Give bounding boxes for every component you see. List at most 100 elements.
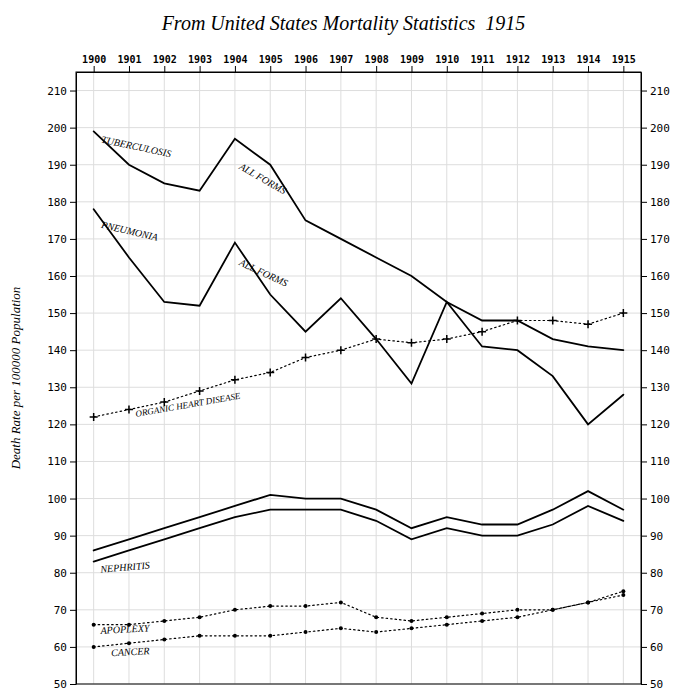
tick-label: 1911: [471, 54, 495, 65]
tick: 50: [54, 678, 76, 691]
series-marker: [480, 619, 484, 623]
series-line: [94, 209, 624, 424]
annotation: TUBERCULOSIS: [100, 134, 172, 160]
tick: 1915: [612, 54, 636, 72]
tick-label: 1906: [294, 54, 318, 65]
tick: 210: [47, 85, 76, 98]
tick: 110: [47, 455, 76, 468]
series-marker: [445, 615, 449, 619]
grid-line-x: [517, 72, 518, 684]
series-marker: [304, 604, 308, 608]
series-marker: [233, 634, 237, 638]
tick-label: 100: [47, 493, 67, 506]
axis-y: 5060708090100110120130140150160170180190…: [47, 73, 76, 692]
series-marker: [374, 630, 378, 634]
series-marker: [198, 634, 202, 638]
series-marker: [478, 328, 486, 336]
series-marker: [407, 339, 415, 347]
tick: 100: [47, 493, 76, 506]
tick-label: 90: [54, 530, 67, 543]
tick-label: 160: [47, 270, 67, 283]
tick-label: 210: [650, 85, 670, 98]
tick-label: 1910: [435, 54, 459, 65]
series-marker: [337, 346, 345, 354]
tick-mark: [129, 66, 130, 72]
tick: 1902: [153, 54, 177, 72]
tick-label: 130: [47, 381, 67, 394]
tick-mark: [641, 91, 647, 92]
tick: 190: [47, 159, 76, 172]
tick-mark: [70, 647, 76, 648]
tick-mark: [482, 66, 483, 72]
tick-mark: [70, 387, 76, 388]
tick: 1901: [117, 54, 141, 72]
tick-label: 110: [47, 455, 67, 468]
tick-label: 120: [47, 418, 67, 431]
grid-line-y: [76, 164, 641, 165]
series-marker: [586, 600, 590, 604]
series-marker: [125, 406, 133, 414]
grid-line-y: [76, 238, 641, 239]
tick: 1909: [400, 54, 424, 72]
tick-mark: [641, 684, 647, 685]
grid-line-y: [76, 387, 641, 388]
series-marker: [551, 608, 555, 612]
tick: 80: [641, 567, 663, 580]
series-marker: [584, 320, 592, 328]
tick: 1911: [471, 54, 495, 72]
tick-mark: [641, 350, 647, 351]
tick-label: 60: [54, 641, 67, 654]
series-marker: [480, 612, 484, 616]
tick-label: 1909: [400, 54, 424, 65]
tick: 90: [641, 530, 663, 543]
plot-area: [90, 131, 628, 649]
tick-label: 1908: [365, 54, 389, 65]
tick-label: 100: [650, 493, 670, 506]
series-marker: [551, 608, 555, 612]
tick-mark: [641, 202, 647, 203]
tick-label: 150: [47, 307, 67, 320]
series-marker: [513, 317, 521, 325]
series-line: [94, 591, 624, 647]
series-line: [94, 506, 624, 562]
series-line: [94, 491, 624, 550]
series-marker: [304, 630, 308, 634]
tick-mark: [70, 499, 76, 500]
tick-label: 1912: [506, 54, 530, 65]
tick-mark: [70, 165, 76, 166]
tick-label: 1900: [82, 54, 106, 65]
tick: 1905: [259, 54, 283, 72]
tick-label: 50: [650, 678, 663, 691]
tick: 1903: [188, 54, 212, 72]
grid-line-y: [76, 535, 641, 536]
series-marker: [409, 619, 413, 623]
tick: 1912: [506, 54, 530, 72]
tick: 130: [47, 381, 76, 394]
tick: 1914: [576, 54, 600, 72]
tick-mark: [70, 202, 76, 203]
tick: 210: [641, 85, 670, 98]
series-marker: [268, 604, 272, 608]
series-marker: [549, 317, 557, 325]
series-line: [94, 595, 624, 625]
tick-mark: [641, 573, 647, 574]
tick-mark: [70, 461, 76, 462]
tick: 180: [641, 196, 670, 209]
tick: 170: [47, 233, 76, 246]
tick-label: 170: [47, 233, 67, 246]
series-marker: [445, 623, 449, 627]
tick: 60: [54, 641, 76, 654]
tick-mark: [70, 350, 76, 351]
series-marker: [92, 645, 96, 649]
grid-line-x: [482, 72, 483, 684]
annotations: TUBERCULOSISALL FORMSPNEUMONIAALL FORMSO…: [99, 134, 290, 659]
annotation: ALL FORMS: [237, 256, 290, 289]
plot-frame: [76, 72, 641, 684]
grid-line-y: [76, 646, 641, 647]
tick-label: 1907: [329, 54, 353, 65]
grid-line-y: [76, 313, 641, 314]
grid-line-y: [76, 276, 641, 277]
tick-mark: [623, 66, 624, 72]
grid-line-y: [76, 424, 641, 425]
tick: 160: [641, 270, 670, 283]
